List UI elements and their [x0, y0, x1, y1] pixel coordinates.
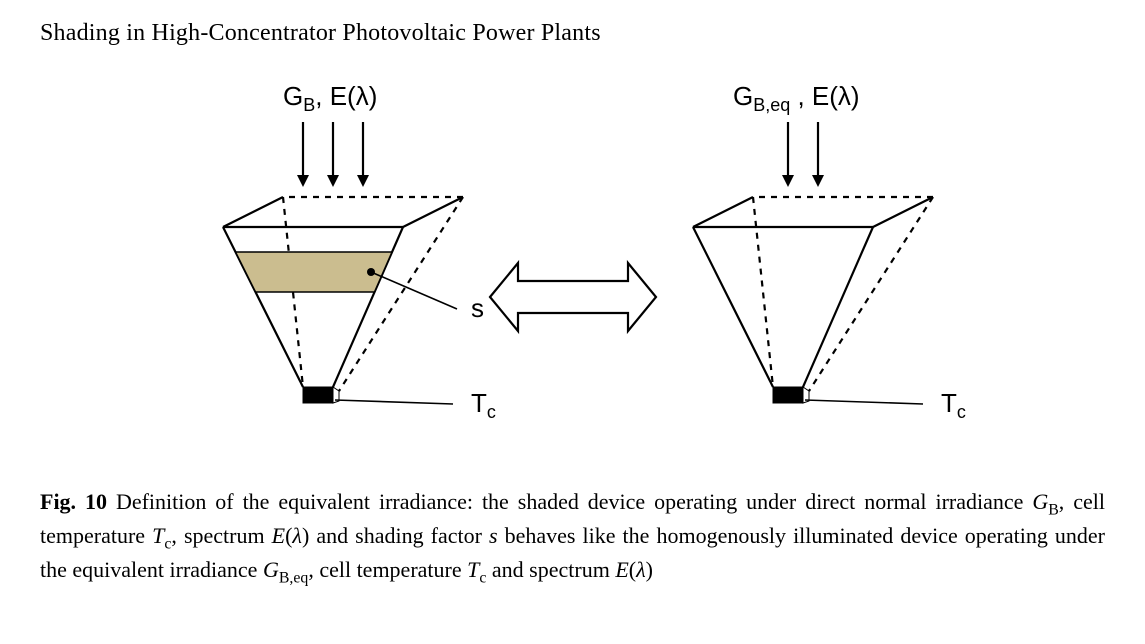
svg-text:GB,eq , E(λ): GB,eq , E(λ) [733, 81, 860, 115]
svg-text:Tc: Tc [471, 388, 496, 422]
equivalent-irradiance-diagram: GB, E(λ) s Tc GB,eq , E(λ) Tc [153, 67, 993, 467]
svg-text:s: s [471, 293, 484, 323]
caption-label: Fig. 10 [40, 489, 107, 514]
svg-text:Tc: Tc [941, 388, 966, 422]
page-header: Shading in High-Concentrator Photovoltai… [40, 20, 1105, 47]
figure-container: GB, E(λ) s Tc GB,eq , E(λ) Tc [40, 67, 1105, 467]
caption-text: Definition of the equivalent irradiance:… [40, 489, 1105, 582]
svg-text:GB, E(λ): GB, E(λ) [283, 81, 377, 115]
figure-caption: Fig. 10 Definition of the equivalent irr… [40, 487, 1105, 588]
